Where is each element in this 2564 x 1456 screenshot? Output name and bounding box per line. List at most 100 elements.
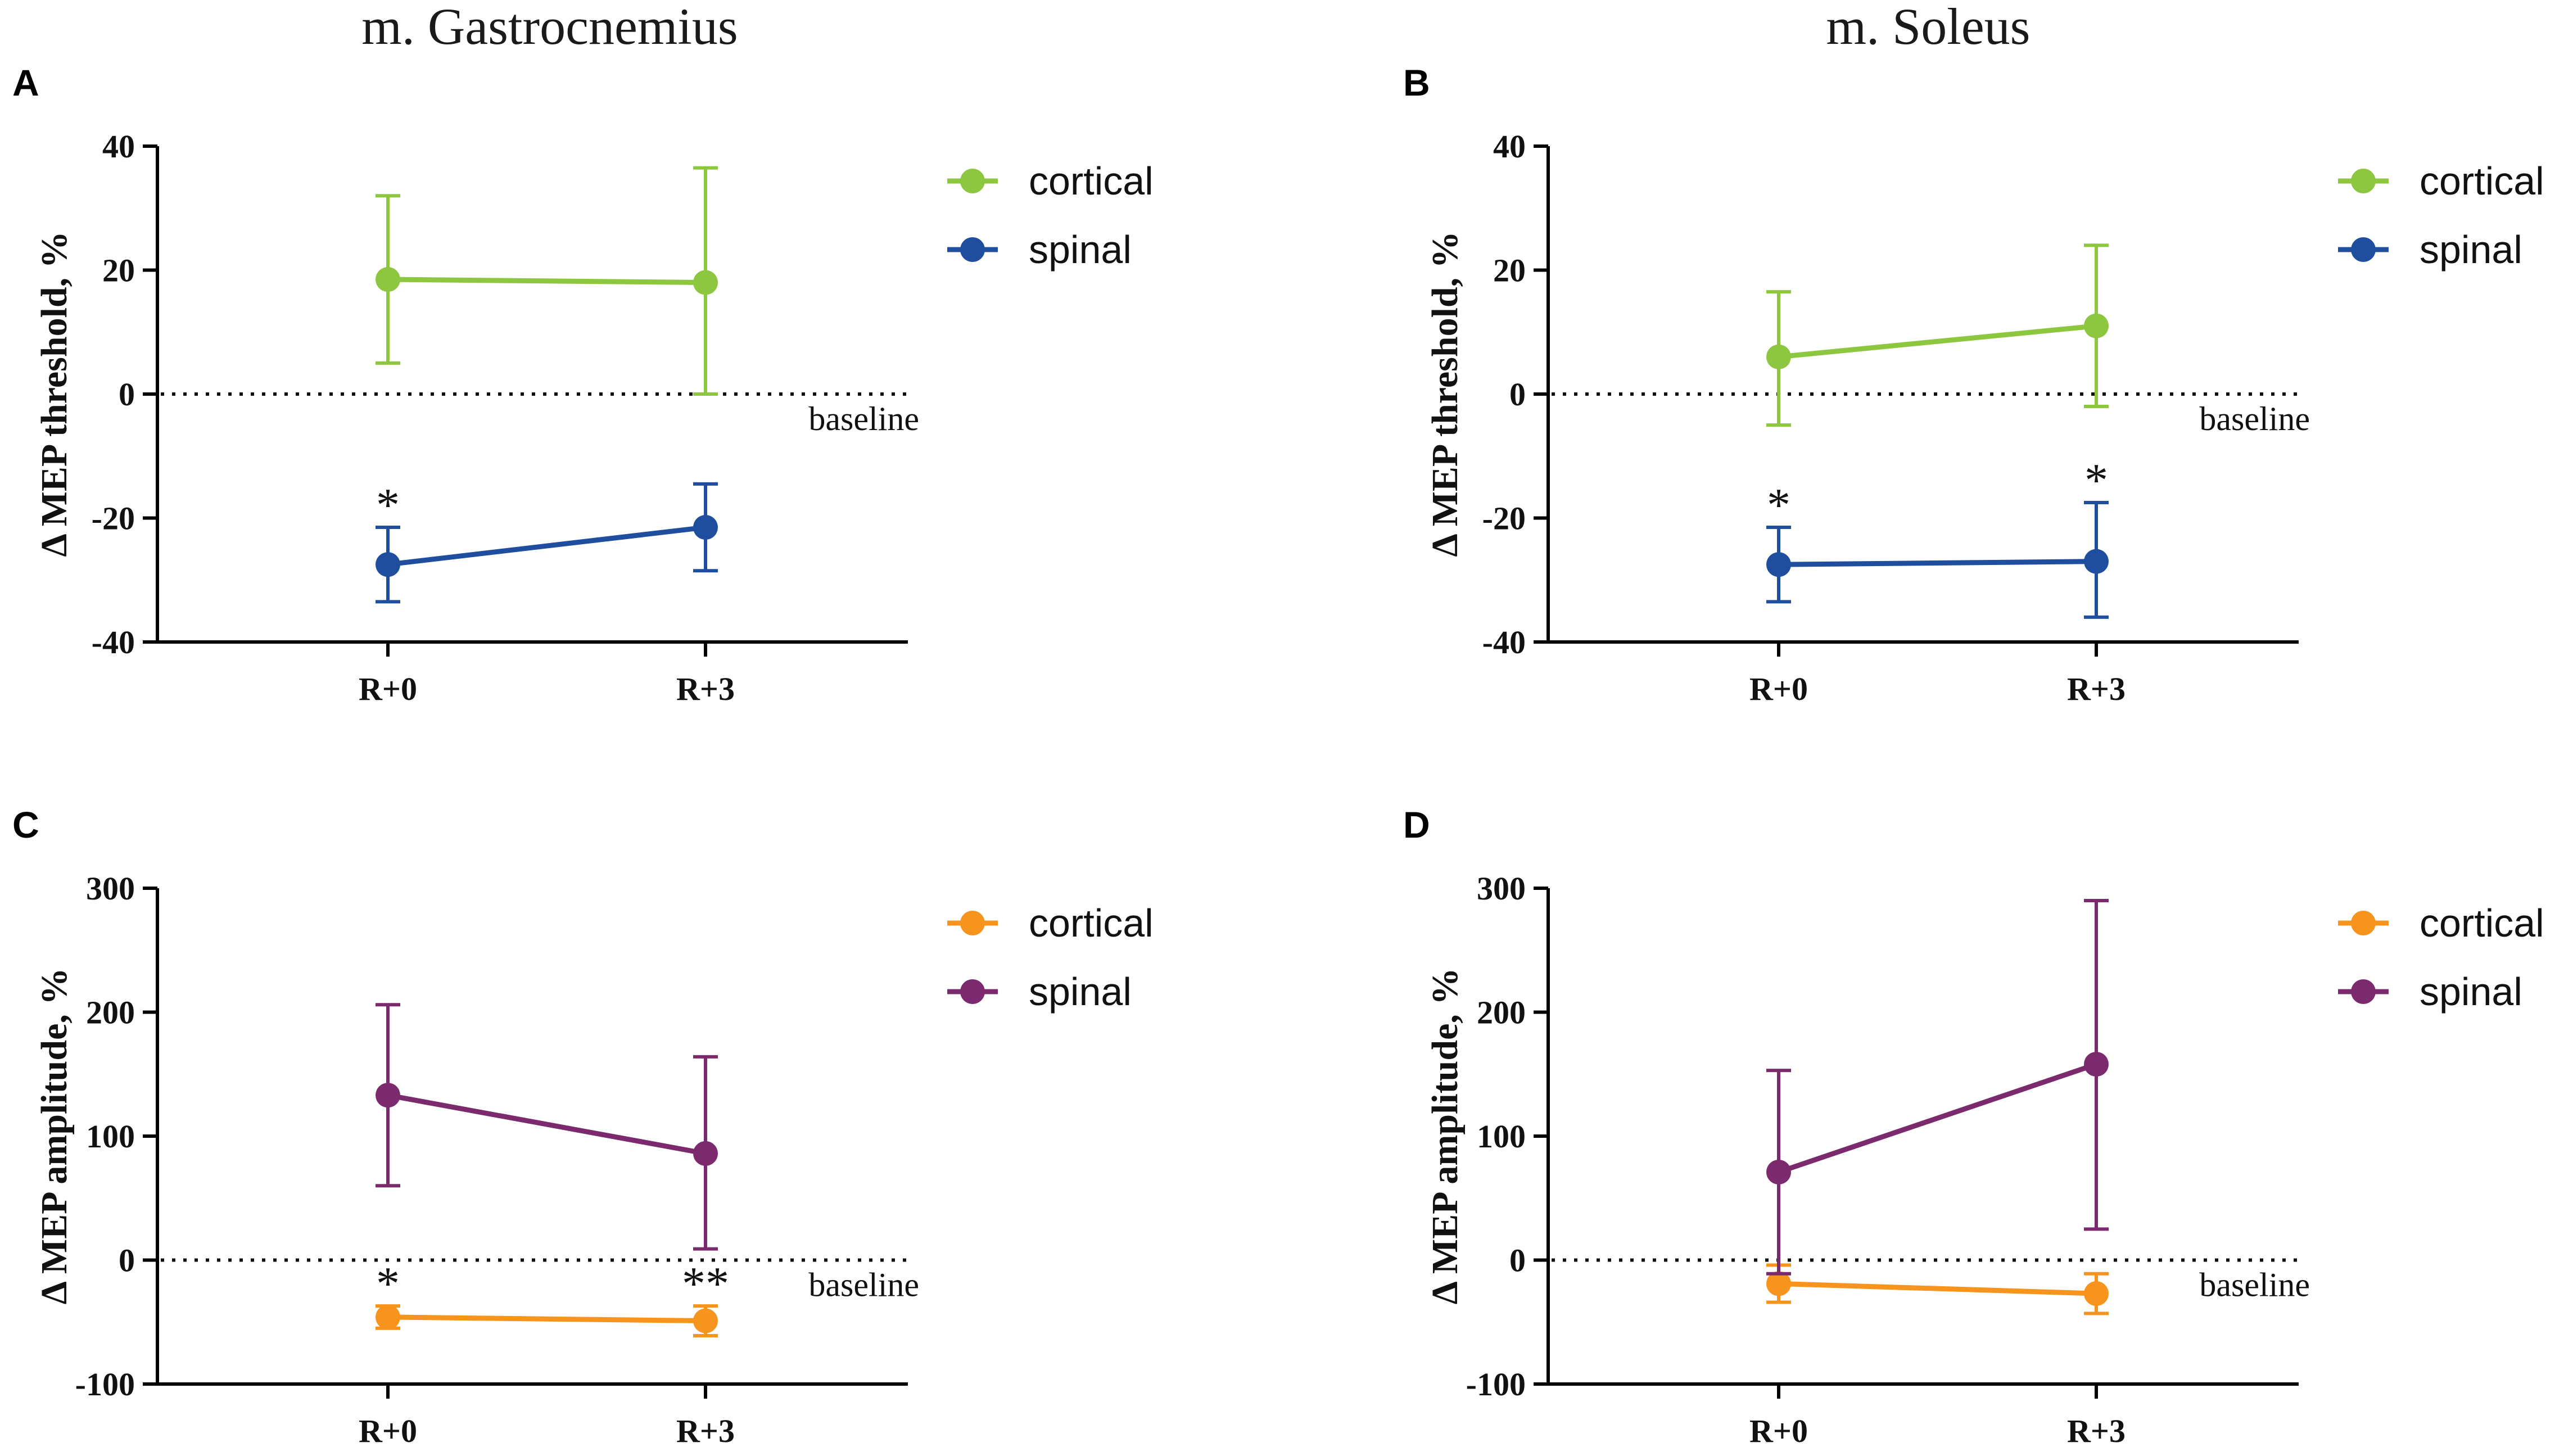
y-tick-label: 300 bbox=[86, 870, 135, 907]
series-line bbox=[387, 277, 706, 286]
y-tick-label: -100 bbox=[75, 1366, 135, 1403]
legend-label: spinal bbox=[1029, 970, 1132, 1014]
baseline-label: baseline bbox=[808, 1267, 919, 1304]
data-point bbox=[1766, 1271, 1791, 1296]
panel-a: A Δ MEP threshold, % 40 20 0 -20 -40 R+0 R+3 base… bbox=[12, 62, 1154, 707]
data-point bbox=[693, 270, 718, 295]
y-tick-label: 300 bbox=[1477, 870, 1526, 907]
series-line bbox=[387, 524, 706, 567]
legend-marker bbox=[2351, 979, 2376, 1004]
y-tick-label: -40 bbox=[92, 624, 135, 661]
data-point bbox=[376, 552, 400, 577]
y-axis-label: Δ MEP amplitude, % bbox=[34, 968, 75, 1305]
column-title-soleus: m. Soleus bbox=[1826, 0, 2031, 55]
series-line bbox=[1778, 1281, 2097, 1296]
data-point bbox=[2084, 1281, 2109, 1306]
x-tick-label: R+0 bbox=[1749, 1413, 1808, 1449]
series-spinal bbox=[1766, 899, 2109, 1276]
series-line bbox=[387, 1092, 706, 1156]
y-tick-label: 200 bbox=[86, 994, 135, 1031]
panel-letter: D bbox=[1403, 804, 1430, 845]
data-point bbox=[2084, 313, 2109, 338]
y-tick-label: 200 bbox=[1477, 994, 1526, 1031]
y-axis-label: Δ MEP threshold, % bbox=[34, 231, 75, 557]
data-point bbox=[2084, 1052, 2109, 1077]
y-tick-label: 20 bbox=[102, 252, 135, 289]
series-line bbox=[387, 1314, 706, 1324]
x-tick-label: R+3 bbox=[2067, 1413, 2126, 1449]
y-tick-label: -100 bbox=[1466, 1366, 1526, 1403]
legend-label: cortical bbox=[2420, 159, 2544, 203]
baseline-label: baseline bbox=[2199, 1267, 2310, 1304]
significance-marker: * bbox=[2084, 454, 2108, 507]
series-spinal bbox=[376, 1003, 718, 1251]
panel-c: C Δ MEP amplitude, % 300 200 100 0 -100 R+0 R+3 b… bbox=[12, 804, 1154, 1449]
data-point bbox=[693, 515, 718, 540]
legend-label: spinal bbox=[1029, 228, 1132, 272]
panel-d: D Δ MEP amplitude, % 300 200 100 0 -100 R+0 R+3 b… bbox=[1403, 804, 2544, 1449]
legend-marker bbox=[960, 169, 985, 193]
panel-letter: C bbox=[12, 804, 39, 845]
y-tick-label: 100 bbox=[1477, 1118, 1526, 1155]
legend-label: cortical bbox=[1029, 159, 1154, 203]
y-tick-label: 20 bbox=[1493, 252, 1526, 289]
baseline-label: baseline bbox=[808, 400, 919, 437]
panel-letter: A bbox=[12, 62, 39, 103]
series-spinal bbox=[1766, 500, 2109, 619]
series-cortical bbox=[376, 166, 718, 396]
y-tick-label: 0 bbox=[1509, 376, 1526, 413]
x-tick-label: R+0 bbox=[1749, 671, 1808, 707]
significance-marker: ** bbox=[682, 1258, 729, 1310]
y-tick-label: 100 bbox=[86, 1118, 135, 1155]
legend-label: spinal bbox=[2420, 970, 2522, 1014]
panel-letter: B bbox=[1403, 62, 1430, 103]
y-tick-label: -40 bbox=[1482, 624, 1526, 661]
legend-marker bbox=[960, 911, 985, 935]
y-tick-label: -20 bbox=[92, 500, 135, 537]
y-axis-label: Δ MEP amplitude, % bbox=[1425, 968, 1466, 1305]
column-title-gastrocnemius: m. Gastrocnemius bbox=[361, 0, 738, 55]
panel-b: B Δ MEP threshold, % 40 20 0 -20 -40 R+0 R+3 base… bbox=[1403, 62, 2544, 707]
series-line bbox=[1778, 1061, 2097, 1175]
y-tick-label: 0 bbox=[1509, 1242, 1526, 1279]
series-cortical bbox=[1766, 243, 2109, 427]
series-line bbox=[1778, 323, 2097, 360]
y-tick-label: 40 bbox=[1493, 128, 1526, 165]
legend-marker bbox=[960, 979, 985, 1004]
significance-marker: * bbox=[376, 1258, 400, 1310]
significance-marker: * bbox=[376, 479, 400, 531]
data-point bbox=[693, 1308, 718, 1333]
data-point bbox=[693, 1141, 718, 1166]
y-axis-label: Δ MEP threshold, % bbox=[1425, 231, 1466, 557]
y-tick-label: 40 bbox=[102, 128, 135, 165]
legend-marker bbox=[960, 237, 985, 262]
data-point bbox=[2084, 549, 2109, 574]
x-tick-label: R+0 bbox=[359, 1413, 417, 1449]
x-tick-label: R+3 bbox=[676, 671, 735, 707]
series-cortical bbox=[1766, 1263, 2109, 1315]
series-spinal bbox=[376, 482, 718, 604]
baseline-label: baseline bbox=[2199, 400, 2310, 437]
data-point bbox=[1766, 344, 1791, 369]
x-tick-label: R+0 bbox=[359, 671, 417, 707]
series-line bbox=[1778, 559, 2097, 567]
legend-marker bbox=[2351, 169, 2376, 193]
series-cortical bbox=[376, 1304, 718, 1338]
data-point bbox=[376, 1304, 400, 1330]
data-point bbox=[376, 267, 400, 292]
legend-label: spinal bbox=[2420, 228, 2522, 272]
x-tick-label: R+3 bbox=[676, 1413, 735, 1449]
x-tick-label: R+3 bbox=[2067, 671, 2126, 707]
data-point bbox=[1766, 1159, 1791, 1184]
data-point bbox=[1766, 552, 1791, 577]
legend-label: cortical bbox=[1029, 901, 1154, 945]
legend-label: cortical bbox=[2420, 901, 2544, 945]
y-tick-label: 0 bbox=[119, 376, 135, 413]
y-tick-label: 0 bbox=[119, 1242, 135, 1279]
legend-marker bbox=[2351, 237, 2376, 262]
significance-marker: * bbox=[1767, 479, 1790, 531]
legend-marker bbox=[2351, 911, 2376, 935]
data-point bbox=[376, 1083, 400, 1108]
